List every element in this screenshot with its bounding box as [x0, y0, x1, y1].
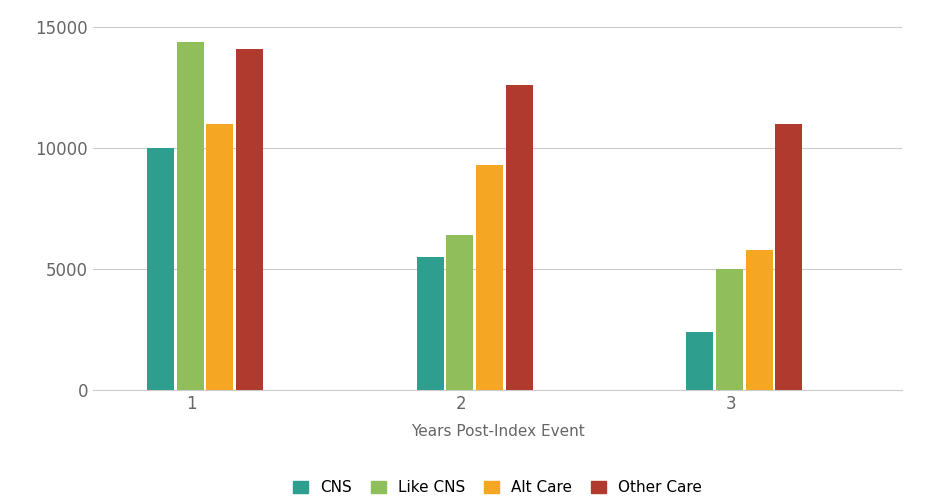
- X-axis label: Years Post-Index Event: Years Post-Index Event: [411, 424, 584, 439]
- Bar: [177, 42, 204, 390]
- Bar: [686, 332, 713, 390]
- Bar: [776, 124, 803, 390]
- Bar: [746, 250, 773, 390]
- Bar: [476, 165, 503, 390]
- Bar: [417, 257, 444, 390]
- Bar: [236, 49, 263, 390]
- Bar: [147, 148, 174, 390]
- Bar: [446, 235, 473, 390]
- Bar: [716, 269, 743, 390]
- Bar: [506, 85, 533, 390]
- Legend: CNS, Like CNS, Alt Care, Other Care: CNS, Like CNS, Alt Care, Other Care: [286, 472, 710, 500]
- Bar: [206, 124, 233, 390]
